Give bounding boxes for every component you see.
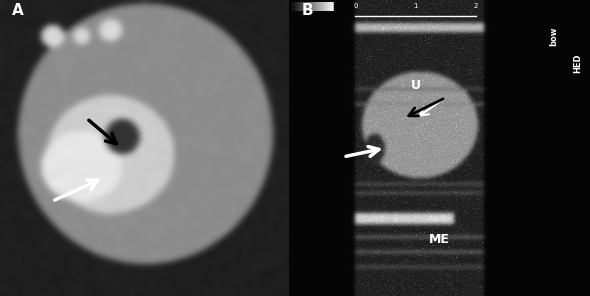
Text: 2: 2 [473,3,478,9]
Text: bow: bow [549,27,558,46]
Text: A: A [12,3,24,18]
Text: 1: 1 [413,3,418,9]
Text: U: U [411,79,421,92]
Text: ME: ME [429,233,450,246]
Text: 0: 0 [353,3,358,9]
Text: HED: HED [573,54,582,73]
Text: B: B [301,3,313,18]
